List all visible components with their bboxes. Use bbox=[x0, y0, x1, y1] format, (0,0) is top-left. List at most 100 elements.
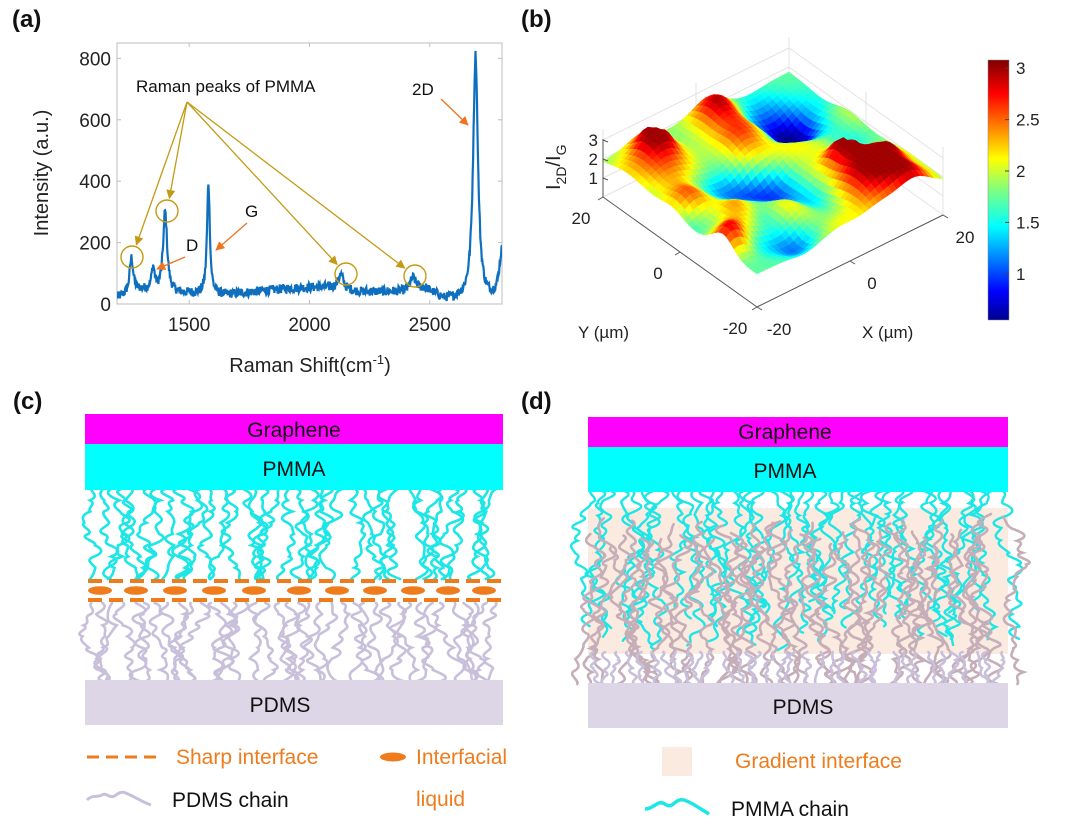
surface-patch bbox=[752, 268, 762, 275]
interfacial-liquid-droplet bbox=[325, 586, 349, 595]
pdms-chain bbox=[780, 533, 808, 686]
pmma-chain bbox=[439, 487, 465, 581]
pdms-chain bbox=[112, 601, 136, 683]
legend-gradient-icon bbox=[662, 747, 692, 776]
x-axis-label: Raman Shift(cm-1) bbox=[229, 352, 391, 377]
pmma-layer bbox=[85, 444, 503, 490]
interfacial-liquid-droplet bbox=[401, 586, 425, 595]
z-tick bbox=[602, 158, 609, 162]
pdms-chain bbox=[460, 601, 489, 683]
pdms-chain bbox=[900, 650, 914, 686]
pdms-chain bbox=[967, 520, 1003, 686]
pdms-chain bbox=[570, 532, 607, 686]
pdms-chain bbox=[892, 650, 902, 686]
pmma-peak-circle bbox=[120, 245, 144, 269]
pmma-chain bbox=[347, 487, 367, 581]
colorbar-tick-label: 3 bbox=[1016, 59, 1025, 78]
colorbar-tick-label: 1 bbox=[1016, 265, 1025, 284]
z-tick-label: 2 bbox=[589, 150, 598, 169]
interfacial-liquid-droplet bbox=[88, 586, 112, 595]
legend-interfacial-label: Interfacial bbox=[416, 746, 507, 769]
y-tick-label: 600 bbox=[79, 111, 111, 132]
pdms-chain bbox=[313, 601, 339, 683]
y-tick-label: 200 bbox=[79, 234, 111, 255]
y-tick-label-3d: 20 bbox=[572, 209, 591, 228]
gradient-interface-diagram: Graphene PMMA PDMS Gradient interface PM… bbox=[569, 417, 1031, 821]
y-axis-label-3d: Y (µm) bbox=[578, 323, 629, 342]
pdms-layer bbox=[85, 680, 503, 725]
pdms-chain bbox=[482, 601, 498, 683]
legend-liquid-label: liquid bbox=[416, 788, 465, 811]
pdms-chain bbox=[625, 539, 659, 686]
pdms-chain bbox=[937, 650, 947, 686]
pmma-peak-arrow bbox=[186, 101, 406, 269]
x-tick-label-3d: -20 bbox=[767, 320, 792, 339]
pdms-chain bbox=[855, 528, 893, 686]
pdms-chain bbox=[764, 520, 799, 686]
y-tick-label: 0 bbox=[100, 295, 111, 316]
pmma-chain bbox=[772, 489, 808, 652]
legend-pmma-chain-icon bbox=[644, 798, 710, 816]
pdms-chain bbox=[1001, 515, 1031, 686]
graphene-layer bbox=[588, 417, 1008, 447]
colorbar-tick-label: 2 bbox=[1016, 162, 1025, 181]
pmma-chain bbox=[808, 489, 840, 644]
pdms-label: PDMS bbox=[250, 694, 311, 717]
panel-c-label: (c) bbox=[13, 388, 43, 415]
pdms-chain bbox=[683, 650, 695, 686]
pdms-chain bbox=[635, 650, 645, 686]
pdms-chain bbox=[582, 517, 618, 686]
z-axis-label: I2D/IG bbox=[543, 145, 569, 190]
pdms-label: PDMS bbox=[773, 696, 834, 719]
pdms-chain bbox=[95, 601, 120, 683]
interfacial-liquid-droplet bbox=[363, 586, 387, 595]
x-tick-label: 2000 bbox=[288, 315, 330, 336]
pmma-chain bbox=[275, 487, 297, 581]
pmma-chain bbox=[472, 487, 490, 581]
pmma-chain bbox=[301, 487, 320, 581]
pdms-chain bbox=[908, 544, 946, 686]
colorbar-tick-label: 1.5 bbox=[1016, 213, 1040, 232]
pdms-chain bbox=[389, 601, 413, 683]
legend-interfacial-liquid-icon bbox=[380, 752, 406, 762]
x-tick-label: 2500 bbox=[409, 315, 451, 336]
y-tick-label-3d: -20 bbox=[723, 319, 748, 338]
pdms-chain bbox=[279, 601, 306, 683]
pdms-chain bbox=[413, 601, 434, 683]
pdms-chain bbox=[668, 650, 683, 686]
d-peak-label: D bbox=[186, 236, 198, 255]
pmma-chain bbox=[252, 487, 281, 581]
legend-pdms-chain-icon bbox=[85, 790, 152, 807]
pmma-chain bbox=[411, 487, 435, 581]
pdms-chain bbox=[366, 601, 385, 683]
pdms-chain bbox=[294, 601, 313, 683]
legend-pdms-chain-label: PDMS chain bbox=[172, 789, 289, 812]
pdms-chain bbox=[961, 538, 992, 686]
pdms-chain bbox=[908, 650, 921, 686]
pdms-chain bbox=[668, 541, 715, 686]
y-tick-label: 400 bbox=[79, 172, 111, 193]
pdms-chain bbox=[326, 601, 352, 683]
pmma-chain bbox=[831, 489, 864, 615]
y-tick-3d bbox=[674, 251, 681, 256]
pmma-chain bbox=[809, 489, 837, 612]
pdms-chain bbox=[783, 650, 797, 686]
x-tick-label-3d: 0 bbox=[867, 274, 876, 293]
pmma-peaks-annotation: Raman peaks of PMMA bbox=[136, 77, 316, 96]
pdms-chain bbox=[980, 650, 992, 686]
pmma-chain bbox=[438, 487, 468, 581]
pmma-peak-arrow bbox=[166, 101, 188, 200]
2d-peak-arrow bbox=[440, 98, 469, 126]
pdms-chain bbox=[958, 650, 969, 686]
pmma-chain bbox=[471, 487, 498, 581]
pdms-chain bbox=[944, 650, 960, 686]
pdms-chain bbox=[221, 601, 250, 683]
pdms-chain bbox=[282, 601, 307, 683]
pdms-chain bbox=[893, 518, 929, 686]
pmma-chain bbox=[160, 487, 177, 581]
pdms-chain bbox=[699, 650, 713, 686]
pmma-chain bbox=[115, 487, 139, 581]
z-tick-label: 1 bbox=[589, 169, 598, 188]
pdms-chain bbox=[927, 650, 937, 686]
pmma-chain bbox=[701, 489, 736, 628]
